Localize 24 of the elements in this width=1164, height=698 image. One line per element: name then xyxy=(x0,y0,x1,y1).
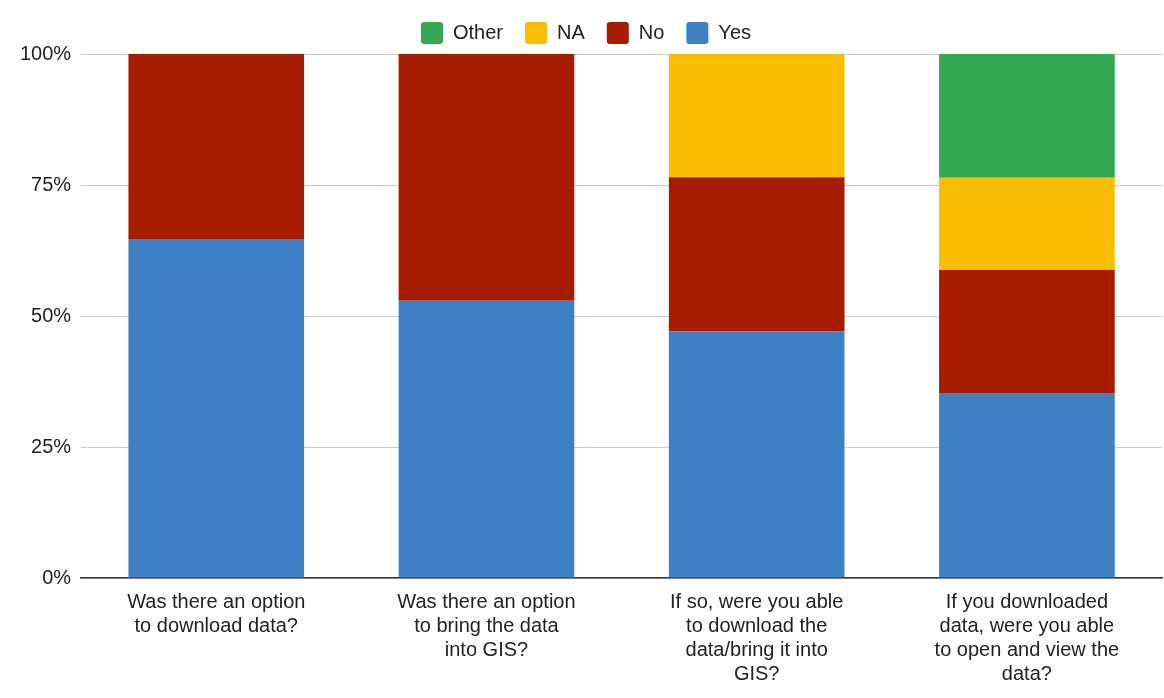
bar xyxy=(939,54,1115,178)
x-tick-label: Was there an option to bring the data into GIS? xyxy=(397,589,576,660)
bar xyxy=(939,393,1115,578)
bar xyxy=(398,54,575,301)
y-tick-label: 0% xyxy=(42,565,72,588)
bar xyxy=(939,177,1115,270)
y-tick-label: 25% xyxy=(31,434,72,457)
x-tick-label: Was there an option to download data? xyxy=(127,589,306,636)
y-tick-label: 75% xyxy=(31,172,72,195)
bar xyxy=(128,54,305,239)
legend-label: No xyxy=(638,20,665,43)
legend-label: NA xyxy=(557,20,586,43)
bar xyxy=(668,54,845,178)
bar xyxy=(668,177,845,332)
x-tick-label: If so, were you able to download the data/bring it into GIS? xyxy=(669,589,844,684)
legend-label: Yes xyxy=(718,20,752,43)
y-tick-label: 100% xyxy=(20,41,72,64)
y-tick-label: 50% xyxy=(31,303,72,326)
bar xyxy=(939,269,1115,394)
bar xyxy=(668,331,845,578)
bar xyxy=(128,238,305,578)
x-tick-label: If you downloaded data, were you able to open and view the data? xyxy=(934,589,1120,684)
legend-label: Other xyxy=(453,20,504,43)
bar xyxy=(398,300,575,578)
